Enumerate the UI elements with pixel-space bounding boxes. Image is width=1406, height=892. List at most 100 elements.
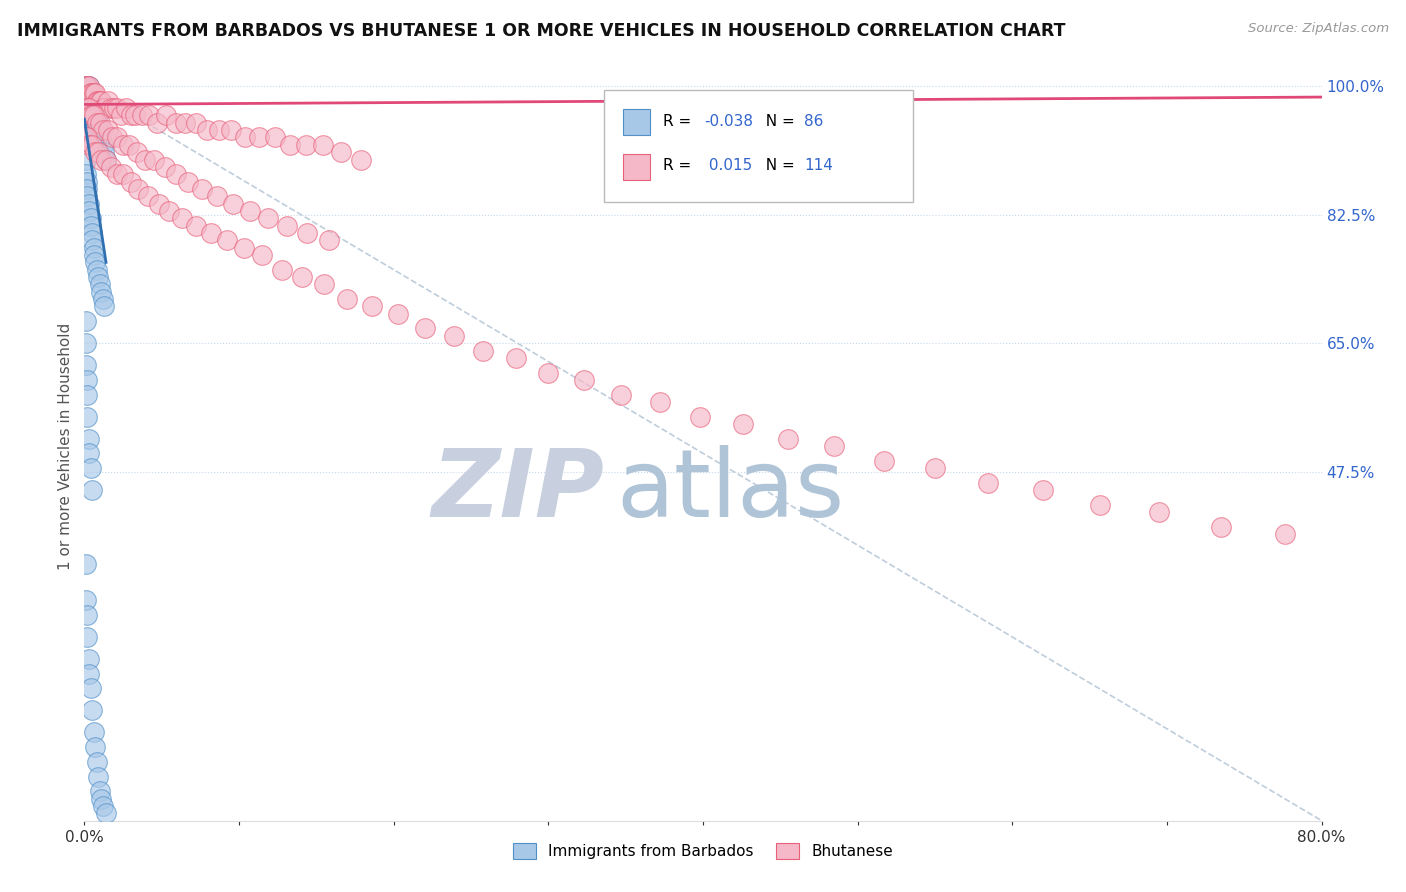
Point bbox=[75, 130, 97, 145]
Point bbox=[733, 417, 755, 431]
Point bbox=[89, 784, 111, 798]
Point bbox=[76, 123, 98, 137]
Point bbox=[79, 94, 101, 108]
Point bbox=[75, 78, 97, 93]
Point bbox=[76, 409, 98, 424]
Point bbox=[91, 292, 114, 306]
Point bbox=[648, 395, 671, 409]
Point bbox=[195, 123, 218, 137]
Point bbox=[89, 116, 111, 130]
Point bbox=[79, 108, 101, 122]
Point bbox=[87, 145, 110, 160]
Point bbox=[174, 116, 197, 130]
Point bbox=[86, 94, 108, 108]
Point bbox=[170, 211, 193, 226]
Legend: Immigrants from Barbados, Bhutanese: Immigrants from Barbados, Bhutanese bbox=[506, 838, 900, 865]
Point bbox=[91, 799, 114, 814]
Point bbox=[82, 101, 104, 115]
Point bbox=[84, 87, 107, 101]
Point bbox=[84, 740, 107, 755]
Point bbox=[89, 277, 111, 292]
Point bbox=[77, 87, 100, 101]
Point bbox=[75, 94, 97, 108]
Point bbox=[82, 108, 104, 122]
Point bbox=[131, 108, 153, 122]
Y-axis label: 1 or more Vehicles in Household: 1 or more Vehicles in Household bbox=[58, 322, 73, 570]
Point bbox=[1209, 520, 1232, 534]
Point bbox=[77, 78, 100, 93]
Point bbox=[84, 145, 107, 160]
Point bbox=[105, 167, 128, 181]
Point bbox=[120, 108, 142, 122]
Point bbox=[77, 78, 100, 93]
Point bbox=[76, 182, 98, 196]
Point bbox=[159, 203, 180, 218]
Point bbox=[76, 101, 98, 115]
FancyBboxPatch shape bbox=[605, 90, 914, 202]
Point bbox=[155, 108, 177, 122]
Point bbox=[1032, 483, 1054, 497]
Point bbox=[82, 483, 104, 497]
Point bbox=[76, 189, 98, 203]
Point bbox=[124, 108, 146, 122]
Point bbox=[82, 108, 104, 122]
Point bbox=[82, 87, 104, 101]
Point bbox=[76, 373, 98, 387]
Point bbox=[79, 87, 101, 101]
Point bbox=[90, 130, 112, 145]
Point bbox=[87, 94, 110, 108]
Point bbox=[77, 94, 100, 108]
Bar bbox=[623, 109, 650, 135]
Text: 86: 86 bbox=[804, 114, 824, 129]
Point bbox=[222, 196, 245, 211]
Point bbox=[77, 203, 100, 218]
Point bbox=[86, 262, 108, 277]
Point bbox=[77, 196, 100, 211]
Point bbox=[83, 248, 105, 262]
Point bbox=[103, 101, 125, 115]
Text: IMMIGRANTS FROM BARBADOS VS BHUTANESE 1 OR MORE VEHICLES IN HOUSEHOLD CORRELATIO: IMMIGRANTS FROM BARBADOS VS BHUTANESE 1 … bbox=[17, 22, 1066, 40]
Point bbox=[89, 130, 111, 145]
Point bbox=[120, 175, 142, 189]
Point bbox=[77, 432, 100, 446]
Point bbox=[83, 108, 105, 122]
Point bbox=[96, 123, 118, 137]
Point bbox=[350, 153, 373, 167]
Point bbox=[208, 123, 231, 137]
Point bbox=[1274, 527, 1296, 541]
Point bbox=[247, 130, 270, 145]
Point bbox=[75, 358, 97, 372]
Point bbox=[443, 328, 465, 343]
Point bbox=[112, 137, 135, 152]
Bar bbox=[623, 153, 650, 180]
Point bbox=[91, 123, 114, 137]
Point bbox=[79, 461, 101, 475]
Point bbox=[219, 123, 242, 137]
Point bbox=[93, 145, 115, 160]
Point bbox=[610, 387, 633, 401]
Point bbox=[93, 300, 115, 314]
Point bbox=[271, 262, 294, 277]
Point bbox=[138, 108, 160, 122]
Text: N =: N = bbox=[756, 114, 800, 129]
Point bbox=[91, 137, 114, 152]
Point bbox=[689, 409, 711, 424]
Point bbox=[572, 373, 595, 387]
Point bbox=[86, 116, 108, 130]
Point bbox=[278, 137, 301, 152]
Point bbox=[215, 233, 238, 247]
Text: 0.015: 0.015 bbox=[704, 158, 752, 172]
Point bbox=[263, 130, 285, 145]
Point bbox=[86, 116, 108, 130]
Point bbox=[76, 108, 98, 122]
Point bbox=[89, 123, 111, 137]
Point bbox=[87, 270, 110, 285]
Point bbox=[134, 153, 156, 167]
Point bbox=[75, 336, 97, 351]
Point bbox=[318, 233, 340, 247]
Point bbox=[77, 652, 100, 666]
Point bbox=[776, 432, 799, 446]
Point bbox=[101, 130, 124, 145]
Point bbox=[361, 300, 384, 314]
Point bbox=[83, 87, 105, 101]
